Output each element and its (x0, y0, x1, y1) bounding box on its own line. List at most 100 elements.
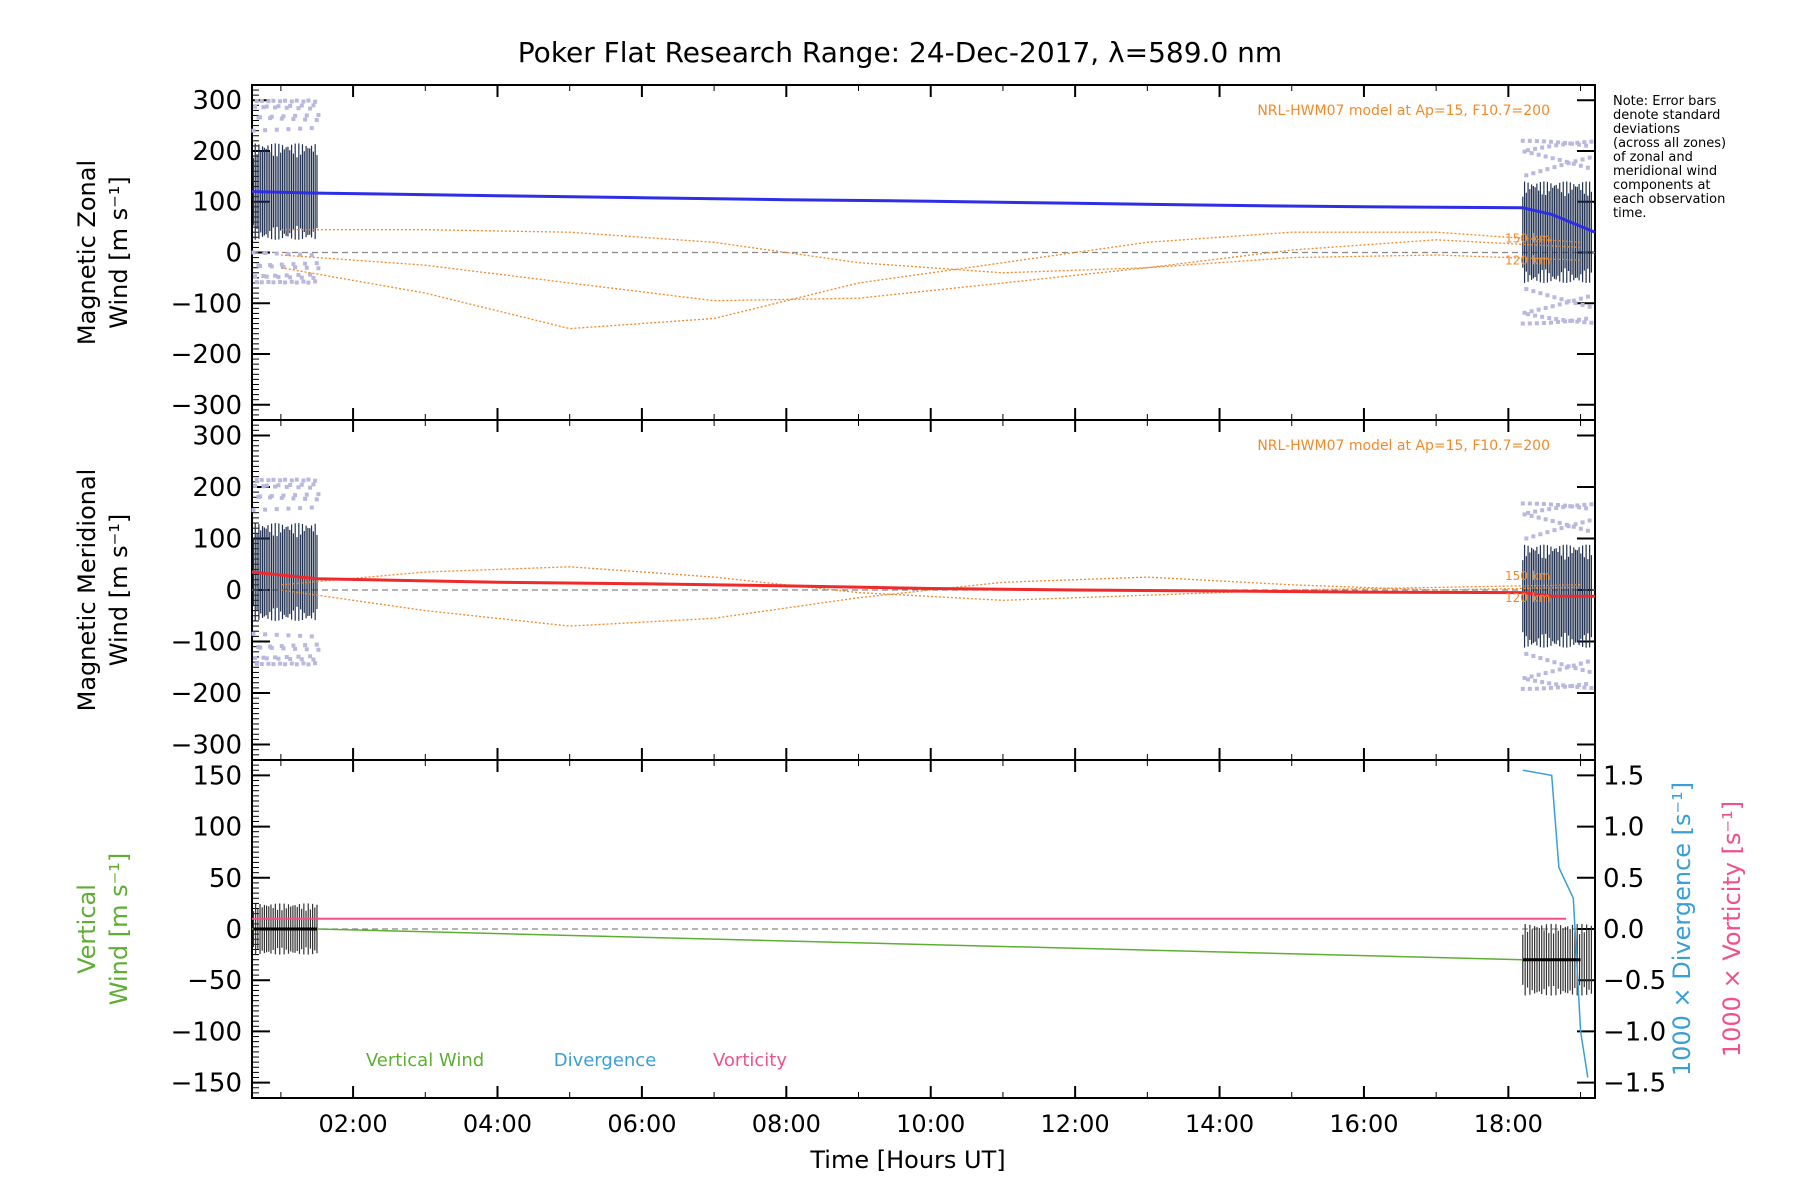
scatter-point (291, 643, 296, 648)
scatter-point (289, 478, 294, 483)
scatter-point (1538, 291, 1543, 296)
scatter-point (1548, 139, 1553, 144)
y-tick-label: −200 (171, 679, 242, 709)
note-line: Note: Error bars (1613, 94, 1717, 109)
scatter-point (283, 477, 288, 482)
scatter-point (311, 275, 316, 280)
scatter-point (1529, 674, 1534, 679)
x-tick-label: 14:00 (1185, 1110, 1254, 1138)
scatter-point (1580, 668, 1585, 673)
model-altitude-label: 150 km (1505, 232, 1550, 246)
scatter-point (271, 662, 276, 667)
scatter-point (294, 280, 299, 285)
scatter-point (1548, 685, 1553, 690)
scatter-point (1536, 152, 1541, 157)
scatter-point (281, 114, 286, 119)
scatter-point (314, 642, 319, 647)
scatter-point (269, 494, 274, 499)
y-tick-label: 0 (225, 576, 242, 606)
y-tick-label: 200 (192, 473, 242, 503)
scatter-point (258, 115, 263, 120)
scatter-point (266, 280, 271, 285)
scatter-point (1555, 502, 1560, 507)
scatter-point (289, 99, 294, 104)
scatter-point (1554, 143, 1559, 148)
scatter-point (1566, 524, 1571, 529)
scatter-point (1570, 318, 1575, 323)
y-tick-label: 50 (209, 864, 242, 894)
model-altitude-label: 150 km (1505, 569, 1550, 583)
scatter-point (1547, 316, 1552, 321)
scatter-point (308, 272, 313, 277)
scatter-point (1543, 154, 1548, 159)
scatter-point (1585, 294, 1590, 299)
scatter-point (1547, 681, 1552, 686)
scatter-point (1534, 501, 1539, 506)
scatter-point (253, 104, 258, 109)
scatter-point (253, 483, 258, 488)
scatter-point (264, 104, 269, 109)
scatter-point (309, 505, 314, 510)
scatter-point (288, 103, 293, 108)
scatter-point (1531, 171, 1536, 176)
scatter-point (1566, 161, 1571, 166)
model-curve (280, 229, 1581, 274)
y-right-tick-label: −1.5 (1603, 1069, 1666, 1099)
scatter-point (1571, 298, 1576, 303)
scatter-point (1520, 686, 1525, 691)
scatter-point (1550, 519, 1555, 524)
scatter-point (296, 485, 301, 490)
scatter-point (308, 654, 313, 659)
scatter-point (293, 113, 298, 118)
scatter-point (286, 506, 291, 511)
scatter-point (298, 126, 303, 131)
scatter-point (293, 646, 298, 651)
model-curve (280, 231, 1581, 330)
scatter-point (1552, 295, 1557, 300)
y-right-tick-label: −1.0 (1603, 1017, 1666, 1047)
scatter-point (284, 105, 289, 110)
y-right-tick-label: −0.5 (1603, 966, 1666, 996)
y-tick-label: −200 (171, 340, 242, 370)
divergence-axis-label: 1000 × Divergence [s⁻¹] (1668, 782, 1696, 1076)
scatter-point (1563, 140, 1568, 145)
note-line: time. (1613, 206, 1647, 221)
scatter-point (1522, 310, 1527, 315)
scatter-point (258, 645, 263, 650)
scatter-point (1550, 304, 1555, 309)
scatter-point (253, 274, 258, 279)
y-tick-label: 0 (225, 915, 242, 945)
scatter-point (309, 253, 314, 258)
scatter-point (274, 251, 279, 256)
scatter-point (291, 496, 296, 501)
scatter-point (1584, 682, 1589, 687)
y-tick-label: −300 (171, 391, 242, 421)
scatter-point (1543, 517, 1548, 522)
y-tick-label: 300 (192, 86, 242, 116)
scatter-point (299, 657, 304, 662)
y-right-tick-label: 0.0 (1603, 915, 1644, 945)
scatter-point (283, 280, 288, 285)
scatter-point (286, 633, 291, 638)
scatter-point (1529, 309, 1534, 314)
scatter-point (1578, 296, 1583, 301)
scatter-point (306, 477, 311, 482)
scatter-point (281, 646, 286, 651)
scatter-point (306, 98, 311, 103)
scatter-point (1559, 526, 1564, 531)
scatter-point (1552, 660, 1557, 665)
scatter-point (1577, 142, 1582, 147)
legend-item: Vorticity (713, 1050, 787, 1071)
scatter-point (299, 103, 304, 108)
scatter-point (1563, 503, 1568, 508)
scatter-point (294, 98, 299, 103)
scatter-point (1585, 659, 1590, 664)
note-line: deviations (1613, 122, 1680, 137)
scatter-point (281, 264, 286, 269)
scatter-point (1563, 319, 1568, 324)
note-line: (across all zones) (1613, 136, 1726, 151)
zonal-wind-panel: 300 200 100 0 −100 −200 −300 Magnetic Zonal Wind… (73, 84, 1596, 421)
scatter-point (1570, 683, 1575, 688)
scatter-point (1545, 530, 1550, 535)
y-tick-label: 150 (192, 761, 242, 791)
